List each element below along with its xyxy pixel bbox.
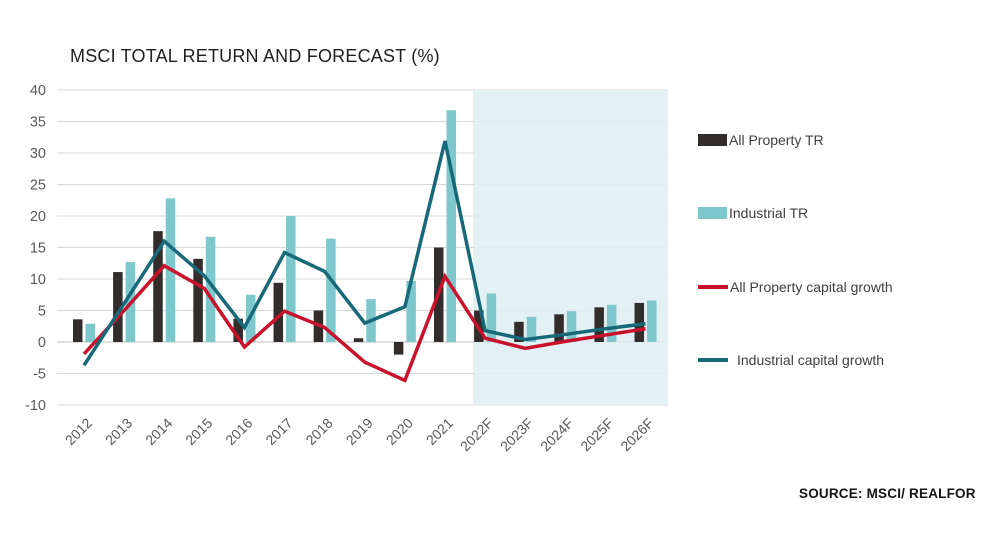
bar-all-property-tr bbox=[233, 318, 243, 342]
bar-all-property-tr bbox=[113, 272, 123, 342]
x-axis-label: 2018 bbox=[302, 415, 335, 448]
y-axis-label: -5 bbox=[33, 367, 46, 383]
bar-all-property-tr bbox=[273, 282, 284, 342]
legend-label: Industrial capital growth bbox=[737, 352, 885, 368]
bar-industrial-tr bbox=[526, 316, 537, 342]
x-axis-label: 2023F bbox=[497, 415, 536, 454]
legend: All Property TR Industrial TR All Property… bbox=[698, 0, 998, 470]
bar-industrial-tr bbox=[326, 238, 336, 342]
x-axis-label: 2016 bbox=[222, 415, 255, 448]
bar-industrial-tr bbox=[85, 323, 95, 342]
bar-all-property-tr bbox=[193, 258, 203, 342]
bar-all-property-tr bbox=[393, 342, 404, 355]
bar-industrial-tr bbox=[286, 216, 296, 342]
legend-item-all-property-tr: All Property TR bbox=[698, 132, 824, 148]
x-axis-label: 2024F bbox=[537, 415, 576, 454]
bar-industrial-tr bbox=[205, 236, 216, 342]
legend-label: All Property capital growth bbox=[730, 279, 893, 295]
x-axis-label: 2025F bbox=[577, 415, 616, 454]
x-axis-label: 2022F bbox=[457, 415, 496, 454]
bar-all-property-tr bbox=[554, 314, 564, 342]
bar-all-property-tr bbox=[353, 338, 364, 342]
bar-all-property-tr bbox=[594, 307, 604, 342]
bar-industrial-tr bbox=[446, 110, 456, 342]
x-axis-label: 2017 bbox=[262, 415, 295, 448]
chart-plot-area: 40 35 30 25 20 15 10 5 0 -5 -10 2012 2013 2014 2015 201… bbox=[25, 83, 668, 454]
line-all-property-capital-growth bbox=[82, 263, 646, 383]
y-axis-label: 30 bbox=[30, 146, 46, 162]
y-axis-label: 0 bbox=[38, 335, 46, 351]
x-axis-label: 2013 bbox=[102, 415, 135, 448]
y-axis-label: 25 bbox=[30, 178, 46, 194]
bar-industrial-tr bbox=[606, 304, 617, 342]
bar-all-property-tr bbox=[514, 321, 524, 342]
source-credit: SOURCE: MSCI/ REALFOR bbox=[799, 486, 976, 501]
y-axis-label: -10 bbox=[25, 398, 46, 414]
x-axis-label: 2019 bbox=[343, 415, 376, 448]
legend-item-all-property-capital-growth: All Property capital growth bbox=[698, 279, 893, 295]
x-axis-label: 2015 bbox=[182, 415, 215, 448]
y-axis-label: 35 bbox=[30, 115, 46, 131]
y-axis-label: 20 bbox=[30, 209, 46, 225]
x-axis-label: 2021 bbox=[423, 415, 456, 448]
bar-all-property-tr bbox=[634, 302, 645, 342]
forecast-region bbox=[473, 90, 668, 405]
bar-industrial-tr bbox=[406, 280, 416, 342]
y-axis-label: 15 bbox=[30, 241, 46, 257]
legend-line-swatch bbox=[698, 285, 728, 289]
bar-industrial-tr bbox=[647, 300, 657, 342]
legend-item-industrial-capital-growth: Industrial capital growth bbox=[698, 352, 884, 368]
x-axis-label: 2014 bbox=[142, 415, 175, 448]
x-axis-label: 2026F bbox=[617, 415, 656, 454]
x-axis-label: 2020 bbox=[383, 415, 416, 448]
legend-item-industrial-tr: Industrial TR bbox=[698, 205, 808, 221]
legend-label: All Property TR bbox=[729, 132, 824, 148]
y-axis-label: 10 bbox=[30, 272, 46, 288]
chart-title: MSCI TOTAL RETURN AND FORECAST (%) bbox=[70, 46, 440, 66]
bar-all-property-tr bbox=[73, 319, 83, 342]
legend-bar-swatch bbox=[698, 207, 727, 219]
legend-line-swatch bbox=[698, 358, 728, 362]
line-industrial-capital-growth bbox=[82, 140, 646, 367]
x-axis-label: 2012 bbox=[62, 415, 95, 448]
bar-industrial-tr bbox=[486, 293, 497, 342]
y-axis-label: 40 bbox=[30, 83, 46, 99]
legend-bar-swatch bbox=[698, 134, 727, 146]
legend-label: Industrial TR bbox=[729, 205, 809, 221]
bar-industrial-tr bbox=[566, 311, 577, 342]
bar-all-property-tr bbox=[153, 231, 163, 342]
y-axis-label: 5 bbox=[38, 304, 46, 320]
